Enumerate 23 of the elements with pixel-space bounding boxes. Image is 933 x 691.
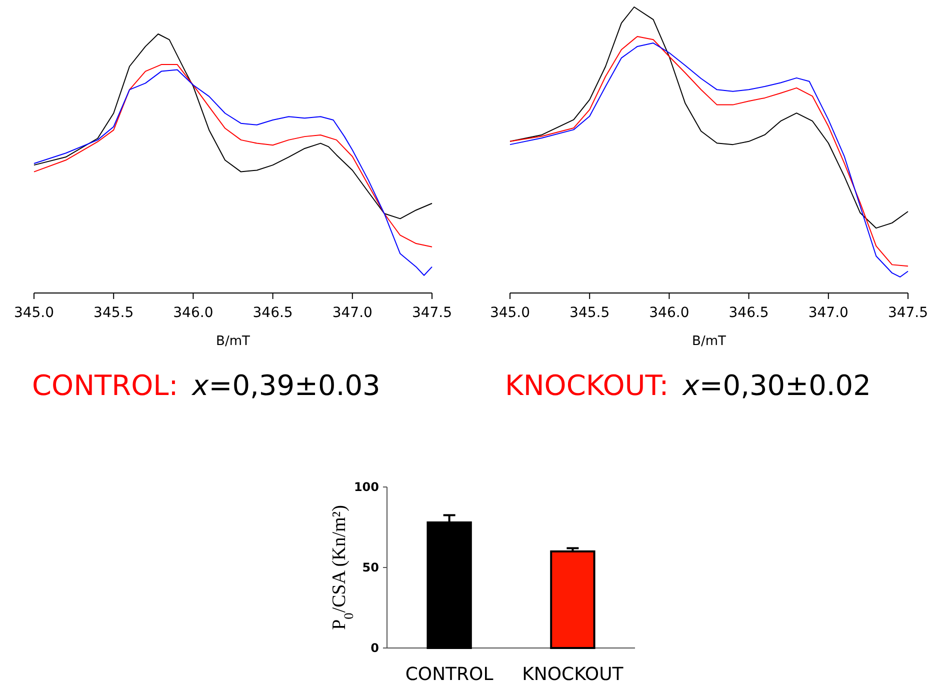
y-tick-label: 0 — [370, 641, 379, 656]
x-tick-label: 346.0 — [173, 305, 214, 321]
x-axis-title: B/mT — [216, 334, 250, 349]
x-tick-label: 347.5 — [888, 305, 928, 321]
x-tick-label: 345.0 — [490, 305, 530, 321]
x-tick-label: 347.5 — [412, 305, 452, 321]
text: x=0,39±0.03 — [191, 369, 380, 402]
x-tick-label: 345.5 — [570, 305, 610, 321]
x-tick-label: 345.5 — [94, 305, 134, 321]
x-tick-label: CONTROL — [405, 664, 494, 685]
x-axis-title: B/mT — [692, 334, 726, 349]
x-tick-label: KNOCKOUT — [522, 664, 624, 685]
x-tick-label: 346.0 — [649, 305, 690, 321]
text: x=0,30±0.02 — [682, 369, 871, 402]
x-tick-label: 345.0 — [14, 305, 54, 321]
text: CONTROL: — [32, 369, 178, 402]
x-tick-label: 346.5 — [728, 305, 769, 321]
text: KNOCKOUT: — [505, 369, 669, 402]
x-tick-label: 347.0 — [808, 305, 848, 321]
x-tick-label: 346.5 — [252, 305, 293, 321]
x-tick-label: 347.0 — [332, 305, 372, 321]
y-tick-label: 100 — [354, 480, 379, 494]
y-tick-label: 50 — [362, 560, 379, 575]
